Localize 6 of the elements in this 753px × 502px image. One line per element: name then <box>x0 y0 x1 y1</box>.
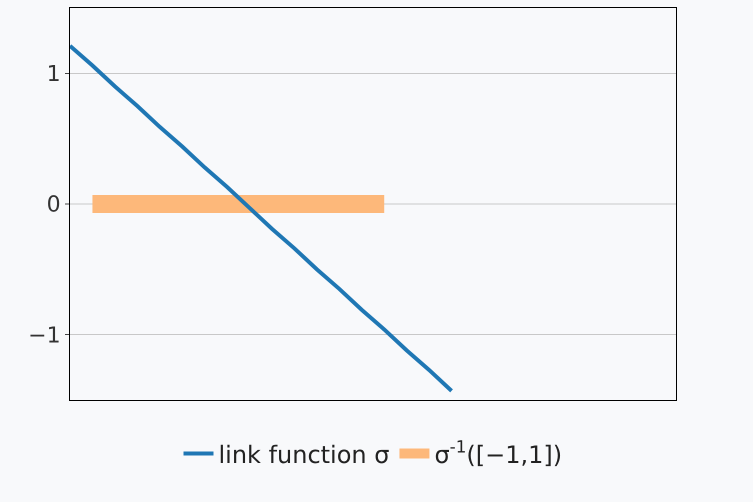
y-tick-label: 1 <box>46 62 61 88</box>
legend-label: σ$^{-1}$([−1,1]) <box>434 436 562 469</box>
y-tick-label: −1 <box>28 323 61 348</box>
y-tick-label: 0 <box>46 192 61 218</box>
line-series <box>70 44 454 393</box>
legend-label: link function σ <box>218 440 390 469</box>
